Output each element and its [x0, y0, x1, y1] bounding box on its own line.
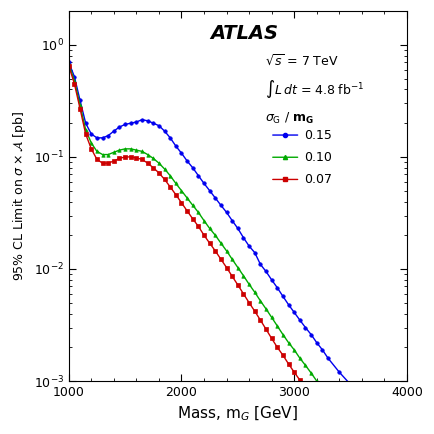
0.07 — [66, 63, 71, 69]
0.07 — [241, 291, 246, 296]
0.07 — [247, 300, 252, 306]
0.10 — [179, 188, 184, 193]
Text: 0.07: 0.07 — [304, 173, 332, 186]
0.07 — [117, 156, 122, 161]
Text: 0.10: 0.10 — [304, 151, 332, 164]
Line: 0.15: 0.15 — [67, 60, 409, 405]
0.15 — [117, 125, 122, 130]
0.07 — [230, 274, 235, 279]
0.10 — [230, 257, 235, 262]
Line: 0.10: 0.10 — [67, 62, 409, 430]
0.10 — [371, 426, 376, 431]
0.15 — [404, 392, 410, 398]
0.15 — [269, 277, 274, 283]
X-axis label: Mass, m$_{G}$ [GeV]: Mass, m$_{G}$ [GeV] — [178, 404, 298, 423]
0.10 — [269, 315, 274, 320]
0.15 — [66, 59, 71, 65]
0.07 — [269, 336, 274, 341]
Text: 0.15: 0.15 — [304, 128, 332, 141]
0.10 — [241, 273, 246, 278]
Text: $\sigma_\mathrm{G}$ / $\mathbf{m_G}$: $\sigma_\mathrm{G}$ / $\mathbf{m_G}$ — [265, 111, 314, 126]
Y-axis label: 95% CL Limit on $\sigma \times \mathcal{A}$ [pb]: 95% CL Limit on $\sigma \times \mathcal{… — [11, 111, 28, 281]
0.15 — [241, 235, 246, 240]
0.15 — [230, 218, 235, 223]
0.15 — [247, 243, 252, 249]
0.10 — [66, 62, 71, 67]
0.15 — [382, 401, 387, 406]
0.15 — [179, 151, 184, 156]
Line: 0.07: 0.07 — [67, 64, 409, 434]
Text: $\int L\,dt$ = 4.8 fb$^{-1}$: $\int L\,dt$ = 4.8 fb$^{-1}$ — [265, 78, 365, 100]
0.10 — [117, 148, 122, 153]
0.10 — [247, 282, 252, 287]
Text: $\sqrt{s}$ = 7 TeV: $\sqrt{s}$ = 7 TeV — [265, 54, 339, 69]
Text: ATLAS: ATLAS — [210, 24, 279, 43]
0.07 — [404, 410, 410, 415]
0.07 — [179, 200, 184, 205]
0.10 — [404, 405, 410, 410]
